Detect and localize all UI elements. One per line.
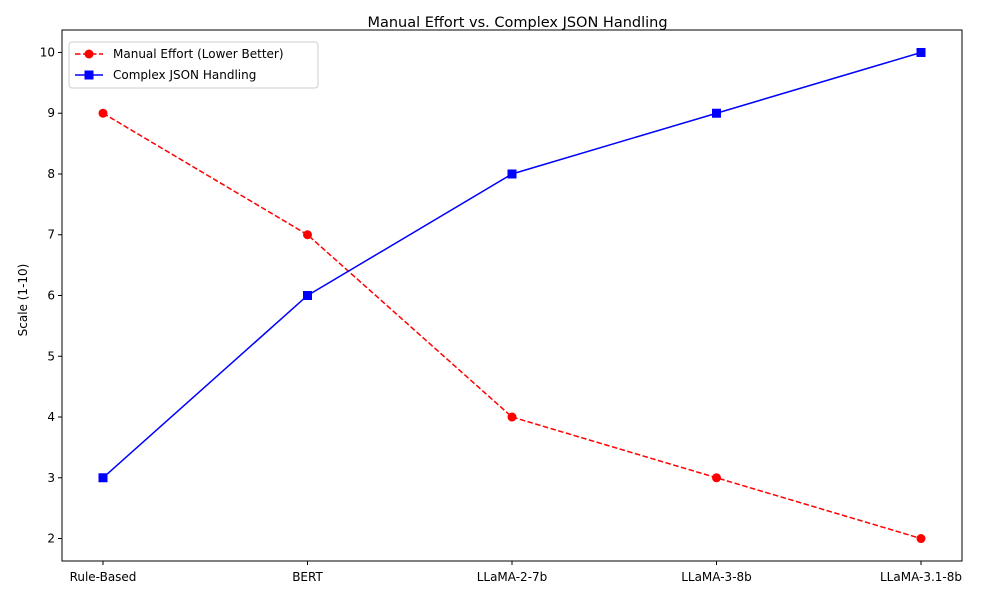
x-tick-label: LLaMA-2-7b [477, 570, 548, 584]
plot-frame [61, 29, 963, 562]
y-tick-label: 6 [47, 289, 55, 303]
circle-marker [507, 412, 517, 422]
y-tick-label: 3 [47, 471, 55, 485]
y-tick-label: 4 [47, 410, 55, 424]
y-tick-label: 5 [47, 349, 55, 363]
legend: Manual Effort (Lower Better) Complex JSON… [68, 41, 319, 89]
series-1 [98, 47, 926, 483]
legend-label: Complex JSON Handling [113, 68, 256, 82]
circle-marker [98, 108, 108, 118]
legend-item-1: Complex JSON Handling [75, 68, 256, 82]
x-tick-label: LLaMA-3-8b [681, 570, 752, 584]
square-marker [916, 47, 926, 57]
legend-box [68, 41, 319, 89]
legend-circle-marker [84, 49, 94, 59]
square-marker [507, 169, 517, 179]
circle-marker [303, 230, 312, 240]
circle-marker [916, 534, 926, 544]
series-0 [98, 108, 926, 544]
circle-marker [712, 473, 721, 483]
legend-item-0: Manual Effort (Lower Better) [75, 47, 284, 61]
x-tick-label: BERT [292, 570, 323, 584]
x-tick-label: LLaMA-3.1-8b [880, 570, 962, 584]
series-line [102, 112, 922, 540]
y-tick-label: 2 [47, 532, 55, 546]
square-marker [303, 291, 312, 300]
legend-label: Manual Effort (Lower Better) [113, 47, 284, 61]
square-marker [712, 108, 721, 118]
x-tick-label: Rule-Based [70, 570, 137, 584]
y-tick-label: 8 [47, 167, 55, 181]
y-tick-label: 10 [40, 45, 55, 59]
y-axis-label: Scale (1-10) [16, 264, 30, 337]
y-tick-label: 9 [47, 106, 55, 120]
chart-title: Manual Effort vs. Complex JSON Handling [367, 15, 667, 31]
plot-area: 2 3 4 5 6 7 8 9 10 Rule-Based BERT LLaMA-2-7b LLaMA-… [40, 29, 963, 584]
square-marker [98, 473, 108, 483]
legend-square-marker [84, 70, 94, 80]
y-tick-label: 7 [47, 228, 55, 242]
